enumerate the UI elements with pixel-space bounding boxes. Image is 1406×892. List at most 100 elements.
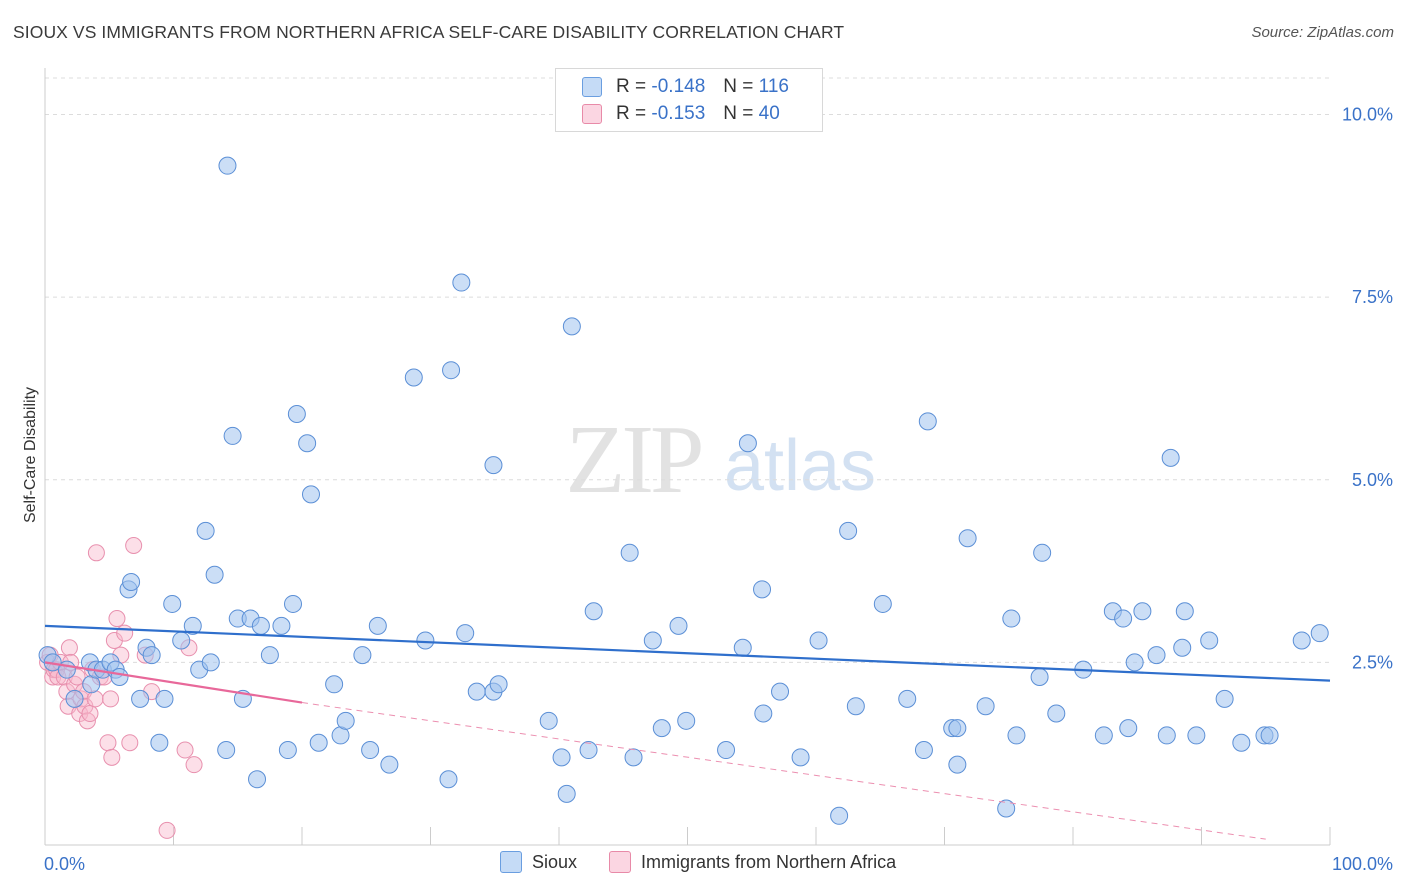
point-immigrants [60, 639, 78, 657]
point-sioux [57, 660, 76, 679]
point-immigrants [99, 734, 117, 752]
point-sioux [1260, 726, 1279, 745]
chart-title: SIOUX VS IMMIGRANTS FROM NORTHERN AFRICA… [13, 22, 845, 42]
point-sioux [284, 594, 303, 613]
point-sioux [205, 565, 224, 584]
point-sioux [260, 646, 279, 665]
point-sioux [997, 799, 1016, 818]
x-tick-labels: 0.0% 100.0% [44, 854, 1393, 874]
legend-r-value: -0.148 [651, 76, 706, 97]
point-sioux [771, 682, 790, 701]
point-sioux [539, 711, 558, 730]
point-sioux [368, 616, 387, 635]
y-tick-label: 7.5% [1352, 287, 1393, 307]
point-sioux [898, 689, 917, 708]
legend-swatch-sioux [582, 77, 602, 97]
point-sioux [122, 573, 141, 592]
legend-r-label: R = [616, 103, 647, 124]
point-sioux [163, 594, 182, 613]
point-sioux [251, 616, 270, 635]
point-sioux [1033, 543, 1052, 562]
legend-n-value: 116 [758, 76, 789, 97]
watermark: ZIP atlas [566, 406, 877, 514]
point-sioux [1200, 631, 1219, 650]
legend-n-label: N = [723, 76, 754, 97]
legend-row-immigrants: R = -0.153 N = 40 [582, 102, 780, 126]
series-sioux-points [38, 156, 1329, 825]
point-sioux [1187, 726, 1206, 745]
point-immigrants [102, 690, 120, 708]
point-sioux [1157, 726, 1176, 745]
point-immigrants [176, 741, 194, 759]
point-immigrants [116, 624, 134, 642]
point-sioux [196, 521, 215, 540]
point-immigrants [87, 544, 105, 562]
point-sioux [325, 675, 344, 694]
point-sioux [150, 733, 169, 752]
point-sioux [278, 741, 297, 760]
point-sioux [217, 741, 236, 760]
point-sioux [309, 733, 328, 752]
point-sioux [557, 784, 576, 803]
point-sioux [1310, 624, 1329, 643]
point-sioux [948, 719, 967, 738]
point-sioux [380, 755, 399, 774]
point-immigrants [86, 690, 104, 708]
point-sioux [272, 616, 291, 635]
point-sioux [1007, 726, 1026, 745]
point-sioux [43, 653, 62, 672]
point-sioux [467, 682, 486, 701]
point-sioux [643, 631, 662, 650]
point-sioux [218, 156, 237, 175]
legend-n-value: 40 [758, 103, 780, 124]
point-sioux [1215, 689, 1234, 708]
point-sioux [1147, 646, 1166, 665]
watermark-zip: ZIP [566, 406, 701, 514]
point-sioux [484, 456, 503, 475]
point-sioux [738, 434, 757, 453]
point-sioux [1161, 448, 1180, 467]
trend-lines [44, 624, 1331, 840]
point-sioux [1114, 609, 1133, 628]
point-sioux [1292, 631, 1311, 650]
point-sioux [620, 543, 639, 562]
point-immigrants [103, 748, 121, 766]
x-tick-label: 0.0% [44, 854, 85, 874]
legend-swatch-immigrants [582, 104, 602, 124]
series-legend-item-sioux: Sioux [500, 851, 577, 873]
point-sioux [753, 580, 772, 599]
point-immigrants [108, 610, 126, 628]
point-sioux [562, 317, 581, 336]
series-legend: Sioux Immigrants from Northern Africa [500, 851, 928, 873]
y-tick-labels: 2.5% 5.0% 7.5% 10.0% [1342, 105, 1393, 673]
point-sioux [976, 697, 995, 716]
point-sioux [579, 741, 598, 760]
point-sioux [110, 667, 129, 686]
series-legend-swatch-sioux [500, 851, 522, 873]
point-sioux [248, 770, 267, 789]
point-sioux [948, 755, 967, 774]
point-immigrants [121, 734, 139, 752]
point-sioux [552, 748, 571, 767]
trend-line-immigrants [44, 661, 303, 704]
y-tick-label: 2.5% [1352, 652, 1393, 672]
y-tick-label: 10.0% [1342, 105, 1393, 125]
series-legend-swatch-immigrants [609, 851, 632, 873]
point-sioux [223, 426, 242, 445]
point-immigrants [125, 537, 143, 555]
point-sioux [298, 434, 317, 453]
point-sioux [1002, 609, 1021, 628]
trend-line-immigrants-extension [301, 702, 1266, 840]
point-sioux [155, 689, 174, 708]
point-sioux [624, 748, 643, 767]
source-label: Source: ZipAtlas.com [1251, 24, 1394, 41]
point-sioux [733, 638, 752, 657]
point-sioux [914, 741, 933, 760]
point-sioux [1175, 602, 1194, 621]
point-sioux [404, 368, 423, 387]
point-sioux [131, 689, 150, 708]
y-axis-label: Self-Care Disability [22, 387, 39, 523]
point-sioux [361, 741, 380, 760]
point-sioux [172, 631, 191, 650]
point-sioux [669, 616, 688, 635]
